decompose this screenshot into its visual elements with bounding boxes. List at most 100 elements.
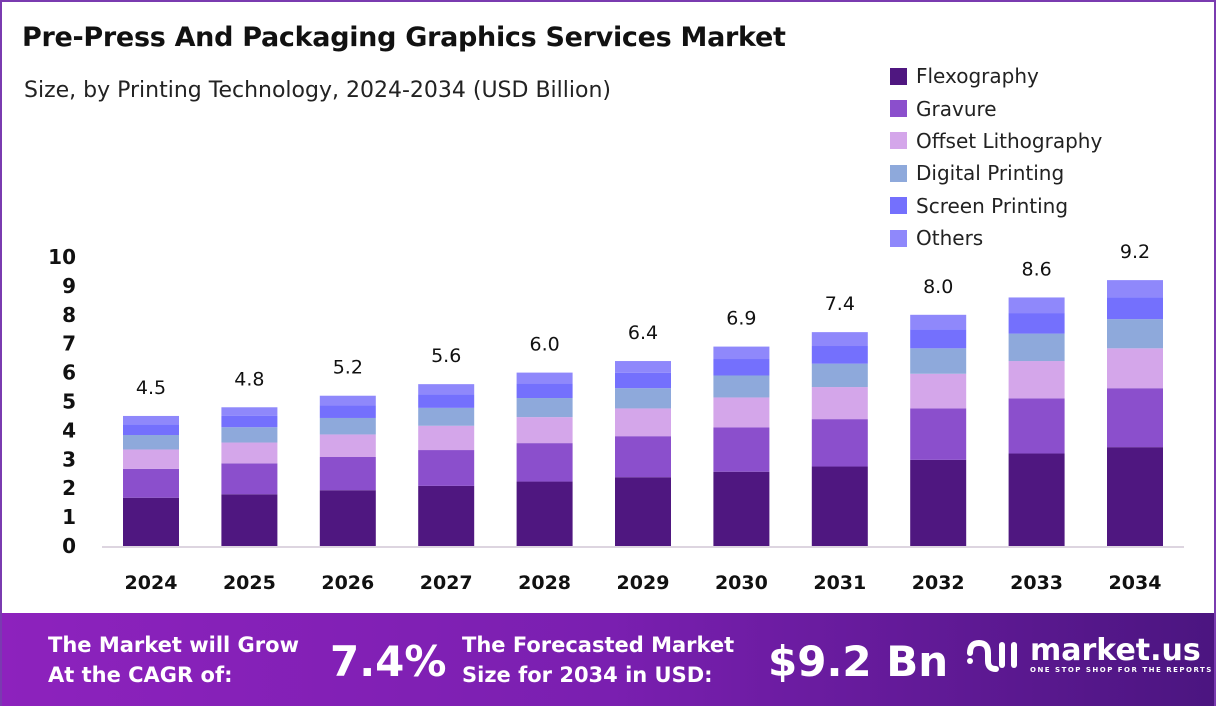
total-data-label: 4.8 <box>234 368 264 390</box>
legend-item: Others <box>890 222 1102 254</box>
bar-segment-offset-lithography <box>1008 361 1065 399</box>
bar-segment-flexography <box>615 477 671 546</box>
bar-segment-digital-printing <box>418 407 475 426</box>
bar-segment-flexography <box>811 466 868 546</box>
chart-subtitle: Size, by Printing Technology, 2024-2034 … <box>24 78 611 103</box>
bar-segment-gravure <box>1107 388 1163 448</box>
bar-segment-digital-printing <box>1107 319 1163 349</box>
bar-segment-screen-printing <box>1107 297 1163 320</box>
legend-label: Digital Printing <box>916 161 1065 186</box>
y-tick-label: 2 <box>62 476 76 500</box>
y-tick-label: 1 <box>62 505 76 529</box>
bar-segment-gravure <box>418 450 475 486</box>
legend-label: Offset Lithography <box>916 128 1103 153</box>
bar-segment-gravure <box>1008 398 1065 454</box>
bar-segment-offset-lithography <box>1107 348 1163 389</box>
y-tick-label: 6 <box>62 361 76 385</box>
total-data-label: 7.4 <box>825 293 855 315</box>
stacked-bar-chart: 0 1 2 3 4 5 6 7 8 9 10 4.5 2024 4.8 2025 5.2 2026 5.6 2027… <box>48 241 1184 594</box>
x-tick-label: 2032 <box>912 572 965 594</box>
bar-segment-gravure <box>615 436 671 478</box>
bar-segment-flexography <box>516 481 573 546</box>
bar-segment-gravure <box>221 463 278 495</box>
forecast-label-line1: The Forecasted Market <box>462 633 735 657</box>
legend-swatch <box>890 100 907 118</box>
bar-segment-screen-printing <box>418 394 475 408</box>
logo-name: market.us <box>1030 633 1201 668</box>
bar-segment-offset-lithography <box>123 449 179 469</box>
bar-segment-screen-printing <box>221 415 278 428</box>
cagr-value: 7.4% <box>330 637 447 686</box>
legend-swatch <box>890 132 907 150</box>
bar-segment-offset-lithography <box>516 417 573 444</box>
bar-segment-gravure <box>713 427 770 472</box>
bar-segment-others <box>221 407 278 416</box>
cagr-label: The Market will Grow At the CAGR of: <box>48 630 299 690</box>
y-tick-label: 5 <box>62 390 76 414</box>
bar-segment-digital-printing <box>221 427 278 443</box>
logo-icon <box>967 639 1017 672</box>
bar-segment-flexography <box>418 485 475 546</box>
bar-segment-others <box>1008 297 1065 314</box>
bar-segment-gravure <box>123 468 179 498</box>
bar-segment-digital-printing <box>123 435 179 450</box>
y-tick-label: 3 <box>62 447 76 471</box>
bar-segment-offset-lithography <box>221 442 278 464</box>
bar-segment-gravure <box>910 408 967 460</box>
bar-segment-others <box>713 346 770 360</box>
total-data-label: 4.5 <box>136 377 166 399</box>
x-tick-label: 2024 <box>125 572 178 594</box>
bar-segment-screen-printing <box>713 359 770 376</box>
bar-segment-digital-printing <box>319 417 376 435</box>
bar-segment-others <box>1107 280 1163 298</box>
x-tick-label: 2033 <box>1010 572 1063 594</box>
bar-segment-screen-printing <box>615 372 671 389</box>
legend-item: Offset Lithography <box>890 125 1102 157</box>
x-tick-label: 2028 <box>518 572 571 594</box>
bar-segment-flexography <box>221 494 278 546</box>
forecast-value: $9.2 Bn <box>768 637 949 686</box>
bar-segment-digital-printing <box>713 375 770 398</box>
total-data-label: 5.6 <box>431 345 461 367</box>
total-data-label: 8.6 <box>1021 258 1051 280</box>
bar-segment-flexography <box>123 497 179 546</box>
bar-segment-offset-lithography <box>713 397 770 428</box>
total-data-label: 6.0 <box>529 334 559 356</box>
total-data-label: 5.2 <box>333 357 363 379</box>
legend-swatch <box>890 229 907 247</box>
bar-segment-flexography <box>319 490 376 546</box>
bar-segment-others <box>615 361 671 373</box>
bar-segment-screen-printing <box>1008 313 1065 334</box>
bar-segment-others <box>319 395 376 406</box>
legend-swatch <box>890 67 907 85</box>
logo-tagline: ONE STOP SHOP FOR THE REPORTS <box>1030 666 1213 674</box>
legend-label: Others <box>916 226 984 251</box>
legend-swatch <box>890 164 907 182</box>
bar-segment-flexography <box>1008 453 1065 546</box>
bar-segment-gravure <box>319 456 376 491</box>
bar-segment-flexography <box>713 471 770 546</box>
bar-segment-others <box>123 415 179 425</box>
bar-segment-screen-printing <box>910 329 967 349</box>
x-tick-label: 2029 <box>617 572 670 594</box>
bar-segment-offset-lithography <box>811 387 868 420</box>
bar-segment-screen-printing <box>516 383 573 399</box>
bar-segment-digital-printing <box>516 398 573 418</box>
bar-segment-offset-lithography <box>615 408 671 437</box>
forecast-label-line2: Size for 2034 in USD: <box>462 663 713 687</box>
legend-item: Gravure <box>890 92 1102 124</box>
bar-segment-flexography <box>1107 447 1163 546</box>
x-tick-label: 2031 <box>813 572 866 594</box>
x-tick-label: 2025 <box>223 572 276 594</box>
y-tick-label: 0 <box>62 534 76 558</box>
bar-segment-screen-printing <box>123 424 179 436</box>
x-tick-label: 2030 <box>715 572 768 594</box>
bar-segment-gravure <box>516 443 573 482</box>
legend-label: Gravure <box>916 96 997 121</box>
x-tick-label: 2026 <box>321 572 374 594</box>
legend: Flexography Gravure Offset Lithography Digi… <box>890 60 1102 254</box>
market-us-logo: market.us ONE STOP SHOP FOR THE REPORTS <box>964 635 1213 675</box>
y-tick-label: 10 <box>48 245 76 269</box>
footer-banner: The Market will Grow At the CAGR of: 7.4… <box>2 613 1214 706</box>
